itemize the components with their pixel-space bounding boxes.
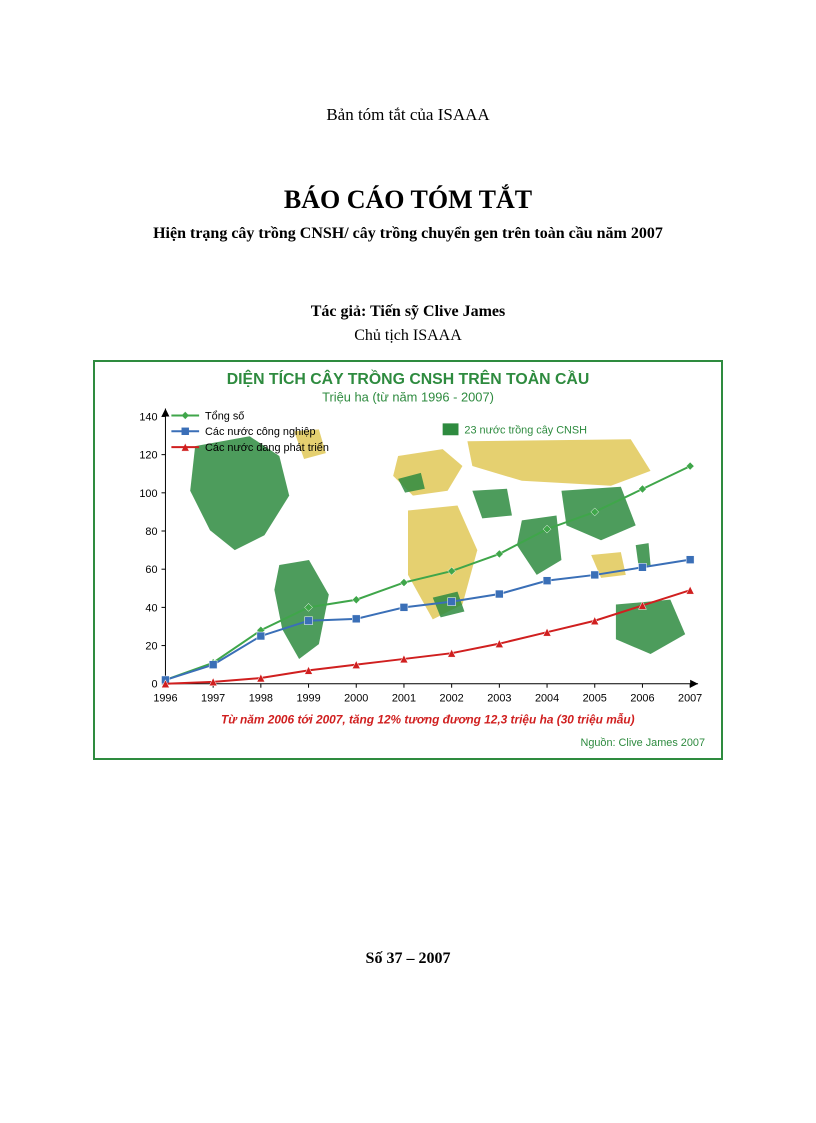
- svg-text:20: 20: [145, 641, 157, 653]
- svg-text:0: 0: [151, 679, 157, 691]
- map-background: [190, 429, 685, 659]
- svg-text:Tổng số: Tổng số: [205, 410, 244, 422]
- chart-title: DIỆN TÍCH CÂY TRỒNG CNSH TRÊN TOÀN CẦU: [227, 369, 590, 388]
- author-role: Chủ tịch ISAAA: [354, 327, 462, 345]
- svg-text:Các nước đang phát triển: Các nước đang phát triển: [205, 442, 329, 454]
- svg-text:80: 80: [145, 526, 157, 538]
- svg-text:100: 100: [139, 488, 157, 500]
- svg-text:120: 120: [139, 450, 157, 462]
- chart-svg: DIỆN TÍCH CÂY TRỒNG CNSH TRÊN TOÀN CẦU T…: [95, 362, 721, 758]
- chart-frame: DIỆN TÍCH CÂY TRỒNG CNSH TRÊN TOÀN CẦU T…: [93, 360, 723, 760]
- svg-text:40: 40: [145, 602, 157, 614]
- map-legend-label: 23 nước trồng cây CNSH: [464, 424, 587, 436]
- svg-text:1997: 1997: [201, 693, 225, 705]
- svg-text:Các nước công nghiệp: Các nước công nghiệp: [205, 426, 316, 438]
- svg-text:1998: 1998: [249, 693, 273, 705]
- svg-text:1999: 1999: [296, 693, 320, 705]
- page-title: BÁO CÁO TÓM TẮT: [284, 185, 532, 215]
- svg-text:60: 60: [145, 564, 157, 576]
- svg-text:2006: 2006: [630, 693, 654, 705]
- page-subtitle: Hiện trạng cây trồng CNSH/ cây trồng chu…: [153, 225, 663, 243]
- map-legend-swatch: [443, 423, 459, 435]
- page: Bản tóm tắt của ISAAA BÁO CÁO TÓM TẮT Hi…: [0, 0, 816, 1123]
- chart-source: Nguồn: Clive James 2007: [580, 737, 705, 749]
- author-line: Tác giả: Tiến sỹ Clive James: [311, 303, 506, 321]
- svg-text:2001: 2001: [392, 693, 416, 705]
- svg-text:2005: 2005: [583, 693, 607, 705]
- svg-text:2000: 2000: [344, 693, 368, 705]
- pretitle: Bản tóm tắt của ISAAA: [326, 105, 489, 125]
- chart-footnote: Từ năm 2006 tới 2007, tăng 12% tương đươ…: [221, 711, 635, 726]
- svg-text:2003: 2003: [487, 693, 511, 705]
- chart-subtitle: Triệu ha (từ năm 1996 - 2007): [322, 390, 494, 405]
- svg-text:2002: 2002: [440, 693, 464, 705]
- issue-number: Số 37 – 2007: [366, 950, 451, 968]
- map-legend: 23 nước trồng cây CNSH: [443, 423, 587, 436]
- series-legend: Tổng số Các nước công nghiệp Các nước đang…: [171, 410, 329, 454]
- svg-text:140: 140: [139, 411, 157, 423]
- svg-text:1996: 1996: [153, 693, 177, 705]
- svg-text:2007: 2007: [678, 693, 702, 705]
- svg-text:2004: 2004: [535, 693, 559, 705]
